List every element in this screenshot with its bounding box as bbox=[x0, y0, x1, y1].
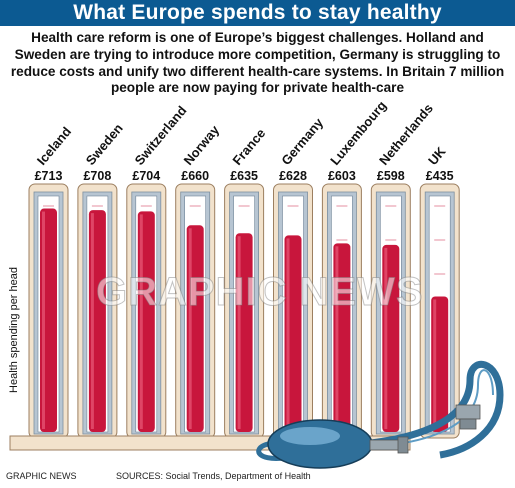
mercury-highlight bbox=[286, 238, 290, 429]
thermometer-france bbox=[224, 183, 265, 439]
value-label: £598 bbox=[377, 169, 405, 183]
category-label: Norway bbox=[181, 122, 223, 168]
intro-text: Health care reform is one of Europe’s bi… bbox=[10, 30, 505, 96]
value-labels: £713 £708 £704 £660 £635 £628 £603 £598 £435 bbox=[35, 169, 454, 183]
thermometer-netherlands bbox=[370, 183, 411, 439]
thermometer-bars bbox=[28, 183, 460, 439]
value-label: £635 bbox=[230, 169, 258, 183]
mercury-highlight bbox=[42, 211, 45, 429]
value-label: £435 bbox=[426, 169, 454, 183]
category-label: Iceland bbox=[34, 124, 74, 168]
mercury-highlight bbox=[139, 214, 143, 429]
thermometer-norway bbox=[175, 183, 216, 439]
mercury-highlight bbox=[384, 247, 388, 429]
chart-title: What Europe spends to stay healthy bbox=[0, 0, 515, 26]
value-label: £708 bbox=[83, 169, 111, 183]
thermometer-iceland bbox=[28, 183, 69, 439]
mercury-highlight bbox=[237, 236, 241, 429]
mercury-highlight bbox=[90, 213, 94, 429]
value-label: £704 bbox=[132, 169, 160, 183]
footer-sources: SOURCES: Social Trends, Department of He… bbox=[116, 471, 311, 481]
pump-bulb-icon bbox=[256, 360, 504, 469]
thermometer-switzerland bbox=[126, 183, 167, 439]
value-label: £603 bbox=[328, 169, 356, 183]
category-label: Germany bbox=[278, 115, 326, 168]
value-label: £660 bbox=[181, 169, 209, 183]
thermometer-sweden bbox=[77, 183, 118, 439]
category-label: France bbox=[229, 126, 268, 168]
thermometer-luxembourg bbox=[321, 183, 362, 439]
y-axis-label: Health spending per head bbox=[8, 267, 20, 393]
mercury-highlight bbox=[335, 246, 339, 429]
category-label: UK bbox=[425, 143, 449, 167]
footer-credit: GRAPHIC NEWS bbox=[6, 471, 77, 481]
thermometer-germany bbox=[273, 183, 313, 439]
value-label: £713 bbox=[35, 169, 63, 183]
category-label: Sweden bbox=[83, 121, 126, 168]
mercury-highlight bbox=[188, 228, 192, 429]
value-label: £628 bbox=[279, 169, 307, 183]
mercury-highlight bbox=[433, 299, 437, 429]
thermometer-uk bbox=[419, 183, 460, 439]
